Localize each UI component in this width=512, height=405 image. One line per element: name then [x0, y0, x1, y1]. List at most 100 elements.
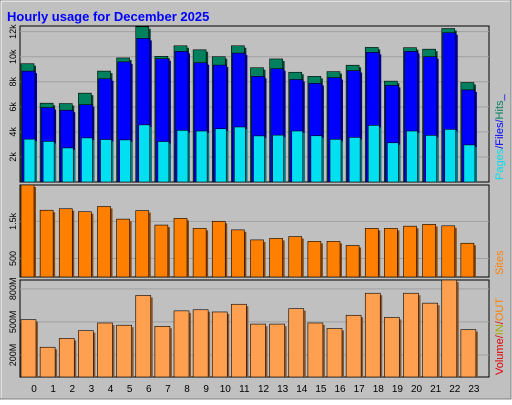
x-tick-label: 10 [220, 384, 232, 395]
series-legend-label: Hits [494, 100, 506, 119]
x-tick-label: 0 [31, 384, 37, 395]
volume-bar [78, 330, 94, 378]
series-legend-label: / [494, 334, 506, 338]
volume-bar [20, 319, 37, 378]
volume-bar [441, 279, 458, 378]
sites-bar [460, 242, 475, 278]
volume-bar [154, 325, 171, 378]
pages-bar [291, 130, 304, 183]
sites-bar [192, 228, 207, 278]
series-legend: Sites [494, 250, 506, 275]
sites-bar [116, 218, 130, 278]
volume-bar [173, 310, 190, 378]
sites-bar [307, 241, 322, 278]
sites-bar [231, 229, 245, 278]
volume-bar [97, 322, 113, 378]
x-tick-label: 15 [315, 384, 327, 395]
y-tick-label: 12k [8, 24, 18, 39]
sites-bar [250, 239, 264, 278]
x-tick-label: 17 [354, 384, 366, 395]
sites-bar [288, 236, 303, 278]
hour-axis-labels: 0 1 2 3 4 5 6 7 8 9 10 11 12 13 14 15 16 17 18 19 20 21 22 23 [31, 384, 480, 395]
y-tick-label: 4k [8, 127, 18, 137]
series-legend-label: Sites [494, 250, 506, 275]
sites-bar [173, 218, 188, 278]
pages-bar [23, 138, 36, 183]
pages-bar [119, 139, 131, 183]
volume-bar [307, 322, 324, 378]
volume-bar [345, 314, 362, 378]
x-tick-label: 20 [411, 384, 423, 395]
x-tick-label: 19 [392, 384, 404, 395]
pages-bar [195, 130, 208, 183]
volume-bar [250, 323, 266, 378]
x-tick-label: 8 [184, 384, 190, 395]
volume-bar [211, 311, 228, 378]
sites-bar [345, 245, 360, 278]
volume-bar [116, 324, 132, 378]
y-tick-label: 200M [8, 344, 18, 367]
sites-bar [403, 225, 417, 278]
sites-bar [135, 210, 150, 278]
pages-bar [367, 125, 380, 183]
volume-bar [39, 346, 56, 378]
series-legend-label: Volume [494, 338, 506, 375]
x-tick-label: 11 [239, 384, 250, 395]
pages-bar [253, 135, 265, 183]
volume-bar [231, 303, 247, 378]
x-tick-label: 16 [334, 384, 346, 395]
series-legend-label: _ [494, 93, 506, 101]
pages-bar [463, 144, 476, 183]
x-tick-label: 23 [468, 384, 480, 395]
sites-bar [58, 208, 73, 278]
sites-bar [326, 241, 341, 278]
x-tick-label: 13 [277, 384, 289, 395]
sites-bar [39, 209, 54, 278]
sites-bar [97, 206, 111, 278]
sites-bar [422, 224, 436, 278]
pages-bar [61, 147, 74, 183]
volume-bar [460, 329, 477, 378]
chart-title: Hourly usage for December 2025 [7, 9, 209, 24]
volume-bar [326, 328, 343, 378]
series-legend-label: OUT [494, 298, 506, 322]
volume-bar [288, 308, 305, 378]
pages-bar [329, 138, 342, 183]
pages-bar [234, 126, 246, 183]
volume-bar [269, 323, 285, 378]
pages-bar [406, 130, 418, 183]
x-tick-label: 1 [50, 384, 56, 395]
pages-bar [100, 139, 112, 183]
volume-bar [58, 338, 75, 378]
y-tick-label: 10k [8, 49, 18, 64]
pages-bar [387, 142, 399, 183]
pages-bar [138, 124, 151, 183]
sites-bar [441, 225, 456, 278]
x-tick-label: 6 [146, 384, 152, 395]
x-tick-label: 3 [89, 384, 95, 395]
volume-bar [192, 309, 209, 378]
x-tick-label: 7 [165, 384, 171, 395]
sites-bar [78, 211, 92, 278]
pages-bar [310, 135, 323, 183]
pages-bar [81, 137, 93, 183]
x-tick-label: 21 [430, 384, 442, 395]
x-tick-label: 14 [296, 384, 308, 395]
series-legend-label: Pages [494, 148, 506, 180]
sites-bar [269, 238, 283, 278]
series-legend-label: Files [494, 122, 506, 146]
sites-bar [384, 228, 398, 278]
x-tick-label: 9 [203, 384, 209, 395]
pages-bar [42, 141, 55, 183]
pages-bar [176, 130, 189, 183]
x-tick-label: 18 [373, 384, 385, 395]
series-legend: Pages/Files/Hits_ [494, 93, 506, 180]
volume-bar [422, 302, 438, 378]
volume-bar [364, 292, 381, 378]
sites-bar [364, 228, 379, 278]
series-legend-label: IN [494, 324, 506, 335]
